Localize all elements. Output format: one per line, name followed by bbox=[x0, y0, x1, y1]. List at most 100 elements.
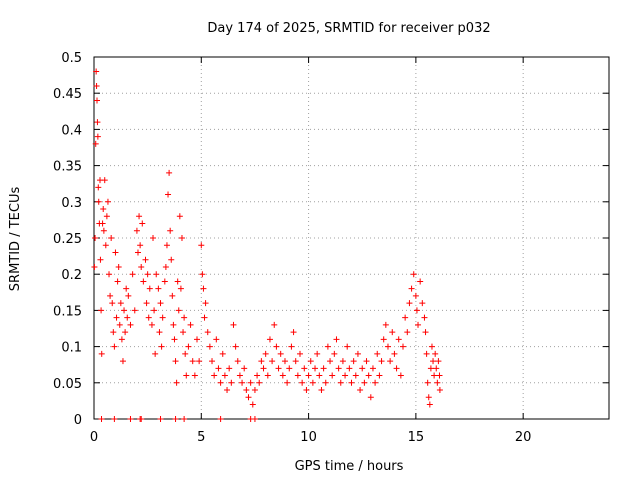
y-tick-label: 0.3 bbox=[61, 196, 82, 211]
data-point bbox=[111, 343, 118, 350]
data-point bbox=[206, 343, 213, 350]
data-point bbox=[245, 394, 252, 401]
data-point bbox=[312, 365, 319, 372]
data-point bbox=[159, 314, 166, 321]
data-point bbox=[99, 220, 106, 227]
data-point bbox=[421, 314, 428, 321]
data-point bbox=[322, 379, 329, 386]
data-point bbox=[236, 372, 243, 379]
data-point bbox=[178, 235, 185, 241]
y-tick-label: 0.05 bbox=[53, 377, 82, 392]
data-point bbox=[224, 387, 231, 394]
data-point bbox=[354, 350, 361, 357]
data-point bbox=[301, 365, 308, 372]
data-point bbox=[209, 358, 216, 365]
data-point bbox=[115, 263, 122, 270]
data-point bbox=[219, 350, 226, 357]
data-point bbox=[305, 372, 312, 379]
data-point bbox=[187, 321, 194, 328]
data-point bbox=[100, 227, 107, 234]
data-point bbox=[406, 300, 413, 307]
data-point bbox=[251, 416, 258, 422]
data-point bbox=[119, 358, 126, 365]
data-point bbox=[94, 119, 101, 126]
data-point bbox=[117, 300, 124, 307]
data-point bbox=[103, 213, 110, 220]
data-point bbox=[221, 372, 228, 379]
data-point bbox=[431, 372, 438, 379]
data-point bbox=[92, 140, 99, 147]
data-point bbox=[176, 213, 183, 220]
data-point bbox=[290, 329, 297, 336]
data-point bbox=[98, 307, 105, 314]
data-point bbox=[389, 329, 396, 336]
data-point bbox=[191, 372, 198, 379]
data-point bbox=[269, 358, 276, 365]
data-point bbox=[365, 372, 372, 379]
data-point bbox=[275, 365, 282, 372]
data-point bbox=[127, 416, 134, 422]
data-point bbox=[369, 365, 376, 372]
data-point bbox=[100, 206, 107, 213]
data-point bbox=[434, 379, 441, 386]
data-point bbox=[281, 358, 288, 365]
data-point bbox=[258, 358, 265, 365]
data-point bbox=[279, 372, 286, 379]
data-point bbox=[109, 300, 116, 307]
data-point bbox=[309, 379, 316, 386]
data-point bbox=[425, 394, 432, 401]
data-point bbox=[157, 300, 164, 307]
data-point bbox=[331, 350, 338, 357]
data-point bbox=[346, 365, 353, 372]
data-point bbox=[93, 68, 100, 75]
y-tick-label: 0.1 bbox=[61, 341, 82, 356]
data-point bbox=[384, 343, 391, 350]
data-point bbox=[412, 292, 419, 299]
data-point bbox=[243, 387, 250, 394]
data-point bbox=[254, 372, 261, 379]
data-point bbox=[101, 177, 108, 184]
y-tick-label: 0.35 bbox=[53, 160, 82, 175]
data-point bbox=[198, 242, 205, 249]
data-point bbox=[173, 379, 180, 386]
data-point bbox=[307, 358, 314, 365]
data-point bbox=[435, 358, 442, 365]
data-point bbox=[230, 321, 237, 328]
data-point bbox=[432, 350, 439, 357]
data-point bbox=[166, 169, 173, 176]
data-point bbox=[170, 321, 177, 328]
data-point bbox=[329, 372, 336, 379]
data-point bbox=[374, 350, 381, 357]
data-point bbox=[172, 416, 179, 422]
data-point bbox=[292, 358, 299, 365]
data-point bbox=[145, 314, 152, 321]
data-point bbox=[213, 336, 220, 343]
data-point bbox=[422, 329, 429, 336]
data-point bbox=[436, 387, 443, 394]
data-point bbox=[183, 372, 190, 379]
data-point bbox=[138, 416, 145, 422]
data-point bbox=[158, 343, 165, 350]
data-point bbox=[201, 314, 208, 321]
data-point bbox=[256, 379, 263, 386]
y-tick-label: 0.5 bbox=[61, 51, 82, 66]
data-point bbox=[424, 379, 431, 386]
data-point bbox=[107, 292, 114, 299]
y-tick-label: 0 bbox=[74, 413, 82, 428]
data-point bbox=[174, 278, 181, 285]
data-point bbox=[391, 350, 398, 357]
data-point bbox=[288, 343, 295, 350]
data-point bbox=[92, 235, 99, 241]
data-point bbox=[239, 379, 246, 386]
data-point bbox=[361, 379, 368, 386]
chart-title: Day 174 of 2025, SRMTID for receiver p03… bbox=[207, 21, 490, 36]
data-point bbox=[433, 365, 440, 372]
data-point bbox=[400, 343, 406, 350]
data-point bbox=[169, 292, 176, 299]
data-point bbox=[415, 321, 422, 328]
data-point bbox=[273, 343, 280, 350]
data-point bbox=[94, 97, 101, 104]
data-point bbox=[363, 358, 370, 365]
data-point bbox=[286, 365, 293, 372]
data-point bbox=[413, 307, 420, 314]
